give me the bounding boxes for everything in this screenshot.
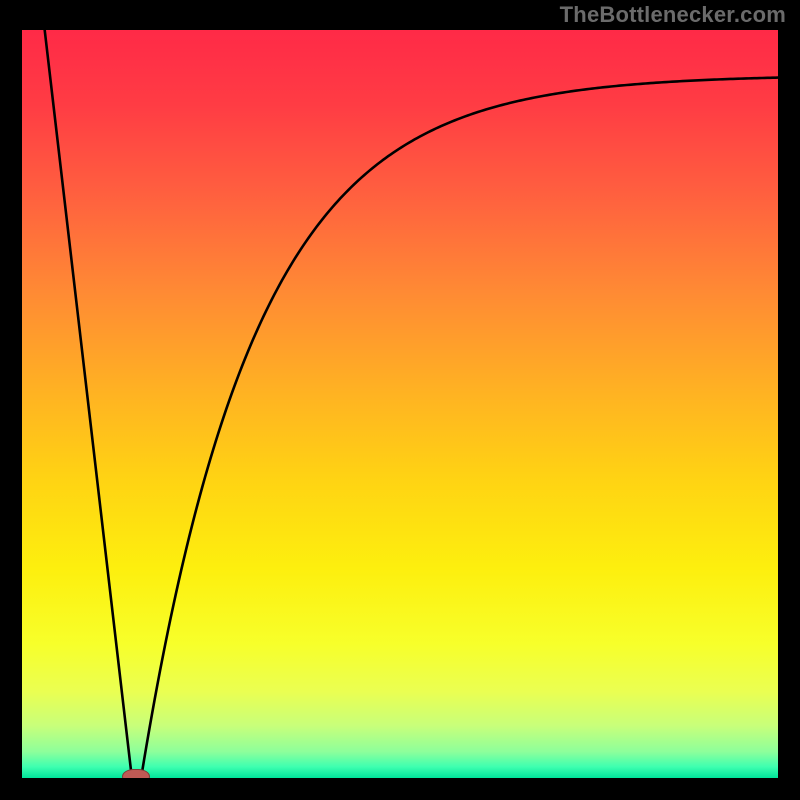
watermark-text: TheBottlenecker.com — [560, 2, 786, 28]
frame-border-left — [0, 0, 22, 800]
frame-border-bottom — [0, 778, 800, 800]
bottleneck-curve — [22, 30, 778, 778]
frame-border-right — [778, 0, 800, 800]
chart-container: { "source_watermark": { "text": "TheBott… — [0, 0, 800, 800]
plot-area — [22, 30, 778, 778]
